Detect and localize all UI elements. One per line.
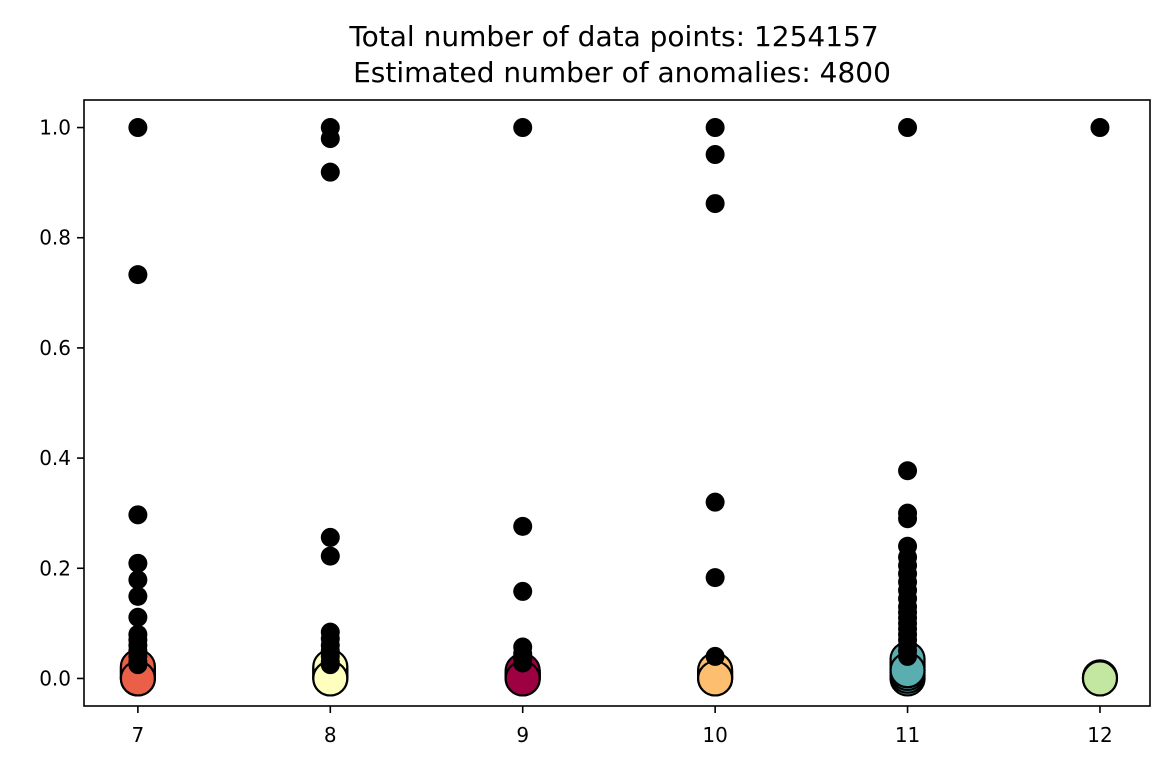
y-tick-label: 0.0 — [39, 666, 71, 690]
anomaly-point — [320, 162, 340, 182]
anomaly-point — [705, 568, 725, 588]
anomaly-point — [320, 546, 340, 566]
chart-title-line-2: Estimated number of anomalies: 4800 — [353, 56, 891, 89]
anomaly-point — [898, 646, 918, 666]
anomaly-point — [705, 194, 725, 214]
anomaly-point — [705, 118, 725, 138]
chart-title-line-1: Total number of data points: 1254157 — [348, 20, 878, 53]
cluster-center-point — [1081, 660, 1119, 697]
y-tick-label: 0.2 — [39, 556, 71, 580]
y-tick-label: 1.0 — [39, 116, 71, 140]
anomaly-point — [128, 118, 148, 138]
plot-frame — [83, 99, 1151, 707]
x-tick-label: 8 — [324, 723, 337, 747]
anomaly-point — [128, 607, 148, 627]
anomaly-point — [128, 265, 148, 285]
anomaly-point — [128, 655, 148, 675]
cluster-center-point — [697, 660, 734, 697]
axes: 7 8 9 10 11 12 0.0 0.2 0.4 0.6 0.8 1.0 — [39, 99, 1151, 747]
anomaly-point — [513, 118, 533, 138]
anomaly-point — [898, 509, 918, 529]
anomaly-point — [513, 516, 533, 536]
anomaly-point — [320, 527, 340, 547]
anomaly-point — [128, 586, 148, 606]
plot-area — [119, 118, 1119, 697]
anomaly-point — [513, 653, 533, 673]
anomaly-point — [128, 553, 148, 573]
anomaly-point — [898, 118, 918, 138]
x-tick-label: 11 — [895, 723, 920, 747]
anomaly-point — [128, 570, 148, 590]
x-tick-label: 12 — [1087, 723, 1112, 747]
y-tick-label: 0.8 — [39, 226, 71, 250]
anomaly-point — [705, 646, 725, 666]
y-tick-label: 0.6 — [39, 336, 71, 360]
x-tick-label: 7 — [132, 723, 145, 747]
anomaly-point — [513, 581, 533, 601]
x-tick-label: 10 — [702, 723, 727, 747]
anomaly-point — [898, 461, 918, 481]
anomaly-point — [705, 145, 725, 165]
anomaly-point — [128, 505, 148, 525]
anomaly-point — [320, 655, 340, 675]
anomaly-point — [705, 492, 725, 512]
anomaly-point — [320, 129, 340, 149]
anomaly-point — [1090, 118, 1110, 138]
x-tick-label: 9 — [516, 723, 529, 747]
y-tick-label: 0.4 — [39, 446, 71, 470]
